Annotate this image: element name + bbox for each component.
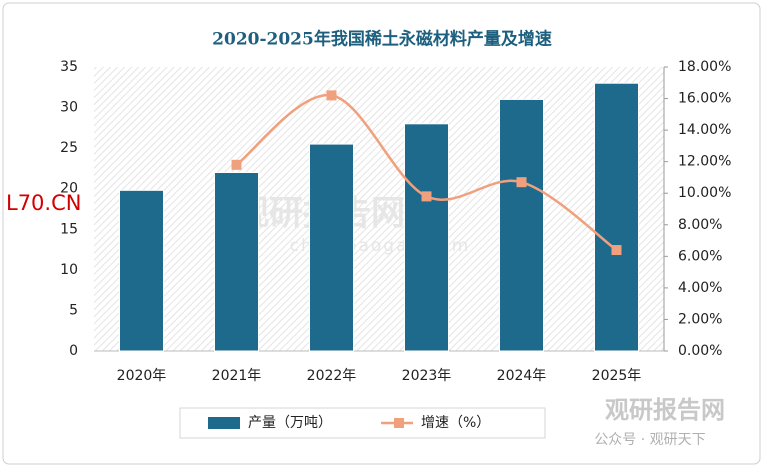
watermark: 观研报告网 [605,396,725,424]
y-tick-label: 35 [60,59,78,75]
y2-tick-label: 4.00% [678,280,722,296]
legend-swatch [394,418,404,428]
legend-label: 增速（%） [421,415,490,431]
x-tick-label: 2020年 [117,368,167,384]
line-marker [326,90,337,101]
legend-label: 产量（万吨） [248,415,332,431]
legend-box [179,407,546,439]
y2-tick-label: 16.00% [678,91,731,107]
line-marker [421,191,432,202]
chart-title: 2020-2025年我国稀土永磁材料产量及增速 [212,29,552,50]
bar [214,171,259,352]
y2-tick-label: 12.00% [678,154,731,170]
y2-tick-label: 18.00% [678,59,731,75]
y2-tick-label: 0.00% [678,343,722,359]
x-tick-label: 2025年 [592,368,642,384]
line-marker [231,159,242,170]
y-tick-label: 15 [60,221,78,237]
y-tick-label: 10 [60,262,78,278]
y-tick-label: 5 [69,302,78,318]
x-tick-label: 2023年 [402,368,452,384]
annotation: L70.CN [6,191,81,215]
bar [309,143,354,352]
bar [119,189,164,352]
x-tick-label: 2024年 [497,368,547,384]
bar [404,123,449,352]
y-tick-label: 20 [60,181,78,197]
y2-tick-label: 10.00% [678,185,731,201]
y-tick-label: 25 [60,140,78,156]
y2-tick-label: 6.00% [678,248,722,264]
y2-tick-label: 2.00% [678,311,722,327]
legend-swatch [208,417,240,429]
x-tick-label: 2021年 [212,368,262,384]
y-tick-label: 0 [69,343,78,359]
line-marker [611,245,622,256]
watermark: 公众号 · 观研天下 [594,432,705,448]
bar [499,98,544,352]
x-tick-label: 2022年 [307,368,357,384]
y2-tick-label: 8.00% [678,217,722,233]
y2-tick-label: 14.00% [678,122,731,138]
line-marker [516,177,527,188]
y-tick-label: 30 [60,100,78,116]
bar [594,82,639,352]
